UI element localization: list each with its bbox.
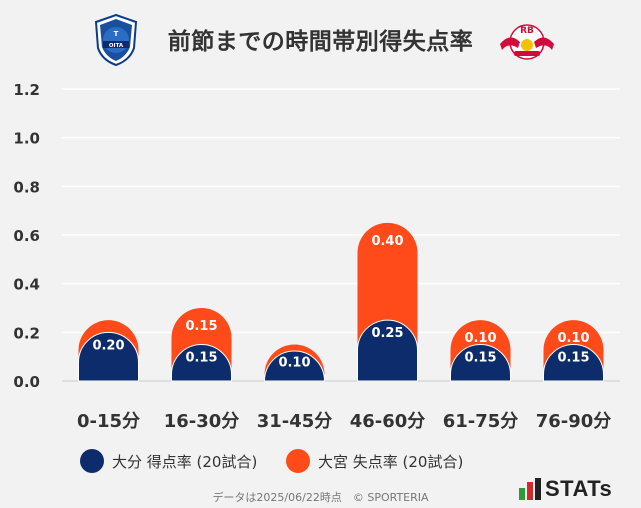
data-label-conceded: 0.10	[557, 331, 589, 346]
stats-brand-text: STATs	[545, 476, 613, 501]
omiya-rb-logo: RB	[496, 18, 558, 66]
svg-text:OITA: OITA	[109, 43, 124, 49]
data-label-scored: 0.20	[92, 338, 124, 353]
legend-label-conceded: 大宮 失点率 (20試合)	[318, 452, 464, 471]
bar-scored	[263, 350, 326, 382]
y-tick-label: 0.6	[13, 227, 40, 245]
y-tick-label: 1.2	[13, 81, 40, 99]
y-axis-ticks: 0.0 0.2 0.4 0.6 0.8 1.0 1.2	[13, 81, 40, 391]
data-label-conceded: 0.10	[278, 356, 310, 371]
data-label-scored: 0.25	[371, 326, 403, 341]
footer-note: データは2025/06/22時点 © SPORTERIA	[212, 491, 429, 504]
stats-brand: STATs	[519, 476, 613, 501]
y-tick-label: 0.4	[13, 276, 40, 294]
bars	[78, 222, 604, 382]
data-label-scored: 0.15	[557, 351, 589, 366]
x-tick-label: 61-75分	[443, 411, 519, 432]
y-tick-label: 0.0	[13, 373, 40, 391]
y-tick-label: 0.8	[13, 178, 40, 196]
bar-scored	[357, 319, 418, 382]
time-period-goal-rate-chart: 0.00.20.40.60.81.01.2 0.200.150.150.100.…	[13, 81, 620, 432]
bar-scored	[171, 344, 232, 382]
x-tick-label: 31-45分	[257, 411, 333, 432]
y-tick-label: 1.0	[13, 130, 40, 148]
value-labels: 0.20 0.15 0.15 0.10 0.25 0.40 0.15 0.10 0.15 0.10	[92, 234, 589, 371]
legend-swatch-conceded	[286, 449, 310, 473]
oita-trinita-logo: T OITA	[94, 13, 138, 70]
stats-logo-icon	[519, 478, 541, 500]
y-tick-label: 0.2	[13, 324, 40, 342]
data-label-conceded: 0.40	[371, 234, 403, 249]
legend-swatch-scored	[80, 449, 104, 473]
x-axis-ticks: 0-15分 16-30分 31-45分 46-60分 61-75分 76-90分	[77, 411, 611, 432]
logo-right-text: RB	[520, 26, 534, 36]
svg-text:T: T	[114, 30, 119, 38]
data-label-scored: 0.15	[185, 351, 217, 366]
chart-title: 前節までの時間帯別得失点率	[167, 29, 474, 55]
legend-item-scored: 大分 得点率 (20試合)	[80, 447, 257, 475]
x-tick-label: 0-15分	[77, 411, 140, 432]
legend-item-conceded: 大宮 失点率 (20試合)	[286, 447, 463, 475]
x-tick-label: 46-60分	[350, 411, 426, 432]
data-label-conceded: 0.10	[464, 331, 496, 346]
x-tick-label: 76-90分	[536, 411, 612, 432]
data-label-scored: 0.15	[464, 351, 496, 366]
bar-scored	[450, 344, 511, 382]
gridlines	[62, 88, 620, 382]
x-tick-label: 16-30分	[164, 411, 240, 432]
legend-label-scored: 大分 得点率 (20試合)	[112, 452, 258, 471]
data-label-conceded: 0.15	[185, 319, 217, 334]
bar-scored	[78, 331, 139, 382]
bar-scored	[543, 344, 604, 382]
